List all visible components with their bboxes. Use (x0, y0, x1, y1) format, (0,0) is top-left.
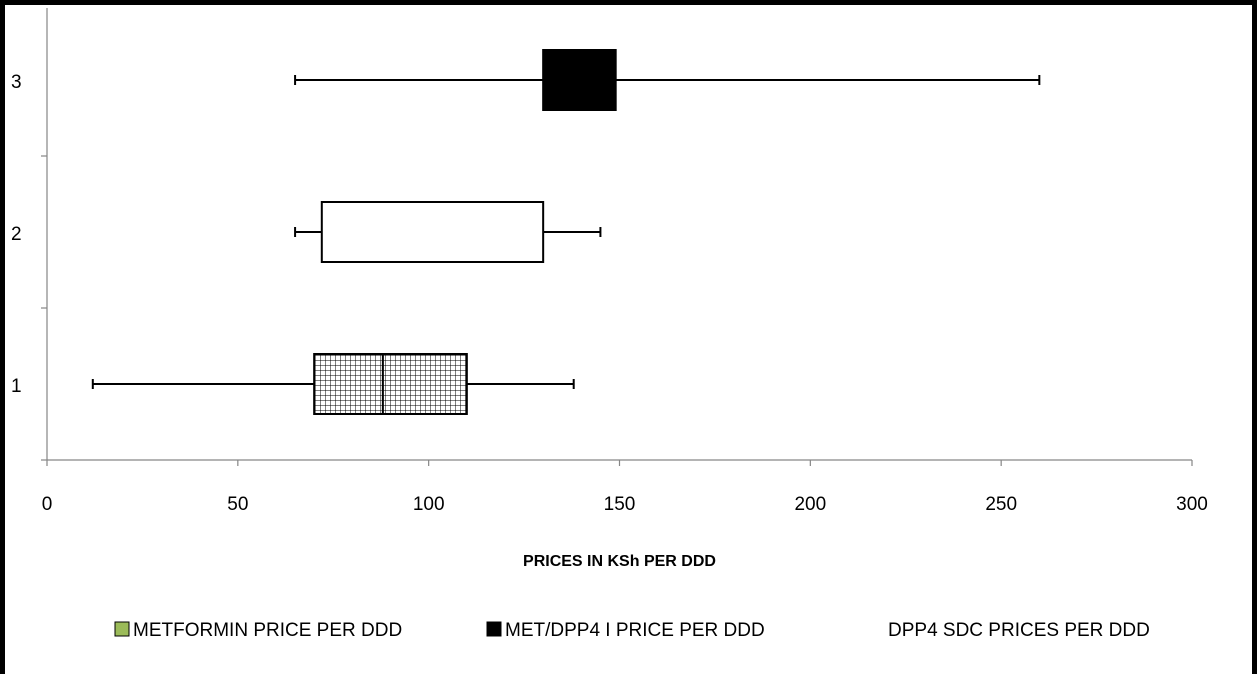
legend-label: MET/DPP4 I PRICE PER DDD (505, 620, 765, 641)
box-series-1 (91, 353, 575, 415)
y-category-label: 1 (11, 376, 22, 397)
x-tick-label: 250 (985, 494, 1017, 515)
x-axis-title: PRICES IN KSh PER DDD (523, 553, 716, 570)
legend-swatch (486, 621, 502, 637)
legend-label: DPP4 SDC PRICES PER DDD (888, 620, 1150, 641)
legend-label: METFORMIN PRICE PER DDD (133, 620, 402, 641)
legend-entry: DPP4 SDC PRICES PER DDD (888, 620, 1150, 641)
x-tick-label: 0 (42, 494, 53, 515)
y-category-label: 2 (11, 224, 22, 245)
x-tick-label: 50 (227, 494, 248, 515)
y-category-label: 3 (11, 72, 22, 93)
box-iqr (320, 201, 545, 263)
x-tick-label: 100 (413, 494, 445, 515)
box-series-3 (294, 49, 1041, 111)
legend-swatch (114, 621, 130, 637)
x-tick-label: 200 (794, 494, 826, 515)
legend-entry: MET/DPP4 I PRICE PER DDD (486, 620, 765, 641)
box-series-2 (294, 201, 602, 263)
box-iqr (542, 49, 617, 111)
x-tick-label: 150 (604, 494, 636, 515)
legend-entry: METFORMIN PRICE PER DDD (114, 620, 402, 641)
box-iqr (313, 353, 468, 415)
x-tick-label: 300 (1176, 494, 1208, 515)
